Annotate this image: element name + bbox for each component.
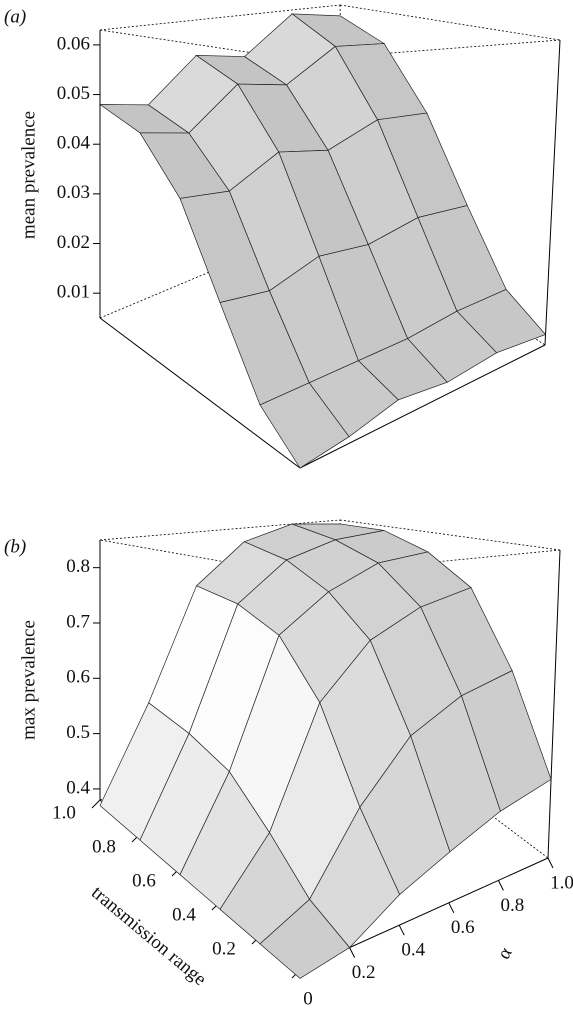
box-edge [299, 344, 546, 469]
z-tick-label: 0.03 [57, 182, 90, 203]
z-axis-label: mean prevalence [18, 111, 39, 239]
x-tick-label: 0.8 [92, 836, 116, 857]
z-tick-label: 0.8 [66, 556, 90, 577]
y-tick-label: 0.8 [501, 895, 525, 916]
x-tick-label: 1.0 [52, 802, 76, 823]
z-axis-label: max prevalence [18, 620, 39, 740]
panel-label: (a) [4, 6, 26, 27]
x-axis-label: transmission range [87, 882, 210, 990]
z-tick-label: 0.7 [66, 611, 90, 632]
y-tick [547, 857, 554, 869]
z-tick-label: 0.04 [57, 133, 91, 154]
z-tick-label: 0.4 [66, 777, 90, 798]
box-edge-hidden [339, 519, 561, 551]
y-tick [349, 947, 356, 958]
z-tick-label: 0.06 [57, 33, 90, 54]
box-edge [544, 39, 561, 346]
y-tick [448, 902, 455, 914]
box-edge-hidden [99, 519, 341, 541]
z-tick-label: 0.5 [66, 722, 90, 743]
x-tick [91, 799, 101, 809]
surface-patch [259, 898, 351, 979]
box-edge [547, 549, 561, 859]
y-tick-label: 1.0 [550, 872, 573, 893]
x-tick-label: 0.2 [212, 938, 236, 959]
y-tick [398, 924, 405, 936]
z-tick-label: 0.01 [57, 282, 90, 303]
x-tick-label: 0 [303, 988, 313, 1009]
x-tick-label: 0.4 [172, 904, 196, 925]
box-edge [99, 317, 301, 469]
y-tick-label: 0.6 [451, 917, 475, 938]
y-tick-label: 0.2 [352, 962, 376, 983]
y-tick-label: 0.4 [401, 940, 425, 961]
z-tick-label: 0.02 [57, 232, 90, 253]
z-tick-label: 0.05 [57, 83, 90, 104]
y-axis-label: α [493, 944, 516, 963]
z-tick-label: 0.6 [66, 667, 90, 688]
x-tick-label: 0.6 [132, 870, 156, 891]
panel-label: (b) [4, 536, 26, 557]
surface-patch [259, 382, 350, 469]
box-edge-hidden [99, 4, 341, 31]
box-edge-hidden [339, 4, 561, 41]
y-tick [497, 880, 504, 891]
